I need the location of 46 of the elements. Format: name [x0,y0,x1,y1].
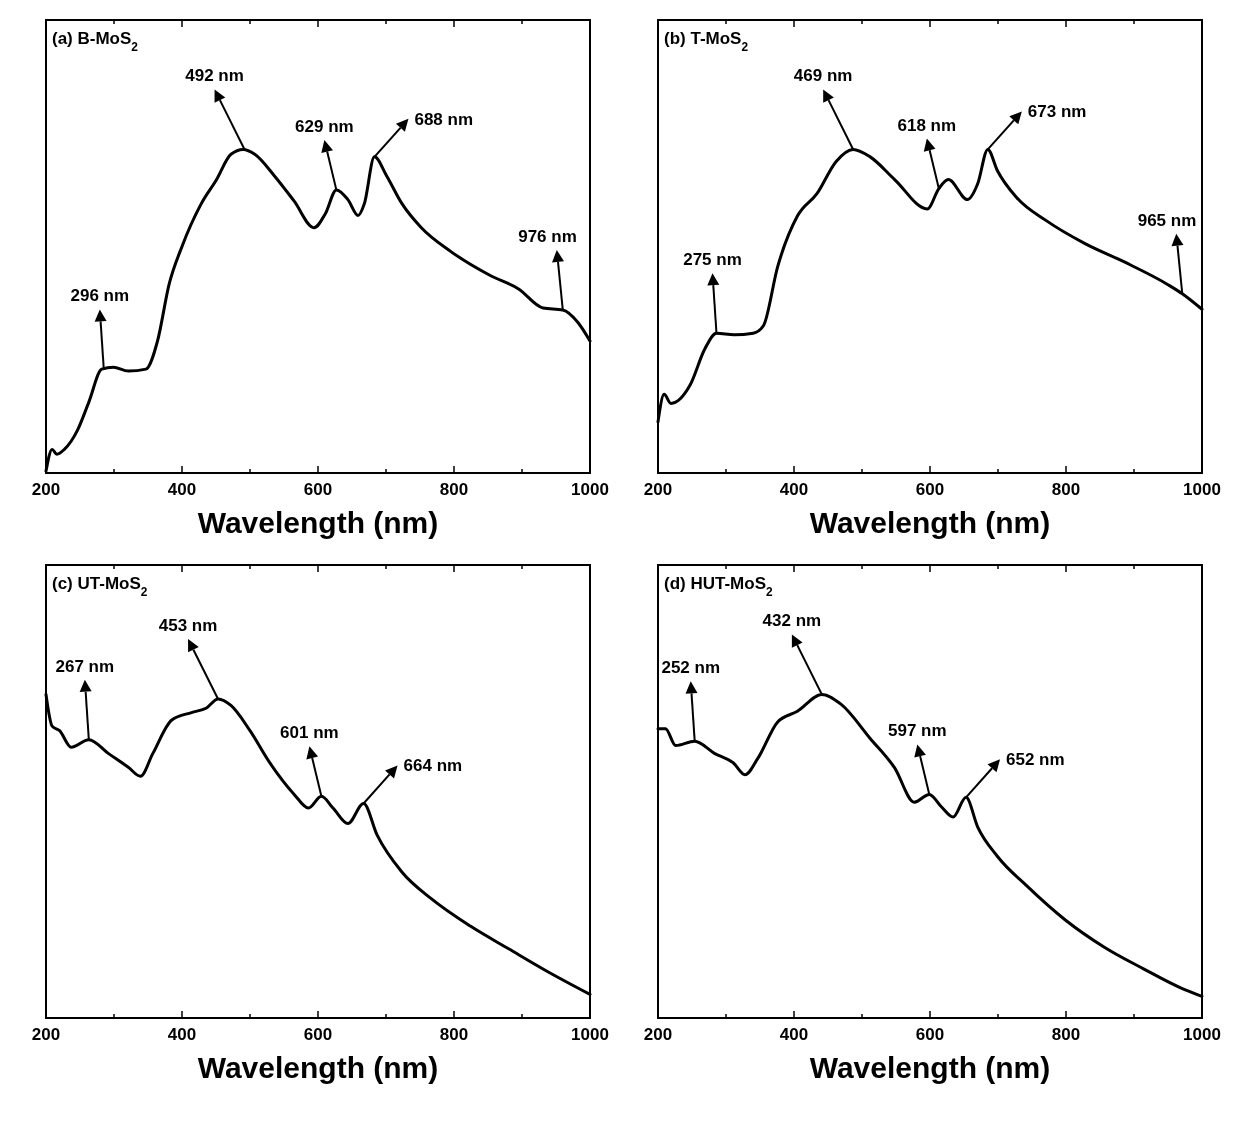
x-axis-title: Wavelength (nm) [197,1051,439,1084]
annotation: 673 nm [1027,102,1087,122]
x-tick-label: 1000 [1183,1025,1221,1044]
annotation: 664 nm [403,756,463,776]
x-axis-title: Wavelength (nm) [809,506,1051,539]
annotation: 597 nm [888,721,947,741]
annotation: 492 nm [185,66,244,86]
annotation: 652 nm [1006,750,1065,770]
chart-title: (a) B-MoS$_{2}$ [52,29,139,54]
annotation: 252 nm [661,658,721,678]
annotation: 601 nm [280,723,339,743]
annotation: 267 nm [55,656,115,676]
annotation: 296 nm [70,286,130,306]
x-tick-label: 600 [303,1025,333,1044]
x-tick-label: 1000 [571,480,609,499]
x-tick-label: 1000 [1183,480,1221,499]
annotation: 688 nm [414,109,474,129]
annotation: 275 nm [683,250,742,270]
x-tick-label: 1000 [571,1025,609,1044]
x-tick-label: 200 [643,480,673,499]
chart-title: (d) HUT-MoS$_{2}$ [664,574,773,599]
x-tick-label: 600 [915,480,945,499]
annotation: 629 nm [295,116,354,136]
annotation: 618 nm [897,115,957,135]
annotation: 469 nm [793,66,853,86]
x-tick-label: 800 [439,480,469,499]
x-axis-title: Wavelength (nm) [809,1051,1051,1084]
x-tick-label: 400 [167,1025,197,1044]
x-tick-label: 800 [439,1025,469,1044]
annotation: 976 nm [518,226,577,246]
x-tick-label: 200 [31,1025,61,1044]
x-tick-label: 600 [915,1025,945,1044]
x-tick-label: 400 [779,480,809,499]
x-tick-label: 600 [303,480,333,499]
chart-title: (c) UT-MoS$_{2}$ [52,574,148,599]
annotation: 432 nm [762,611,822,631]
x-tick-label: 200 [643,1025,673,1044]
x-tick-label: 800 [1051,1025,1081,1044]
annotation: 965 nm [1137,210,1197,230]
x-tick-label: 400 [167,480,197,499]
x-tick-label: 800 [1051,480,1081,499]
x-tick-label: 200 [31,480,61,499]
chart-title: (b) T-MoS$_{2}$ [664,29,749,54]
annotation: 453 nm [158,615,218,635]
x-axis-title: Wavelength (nm) [197,506,439,539]
x-tick-label: 400 [779,1025,809,1044]
